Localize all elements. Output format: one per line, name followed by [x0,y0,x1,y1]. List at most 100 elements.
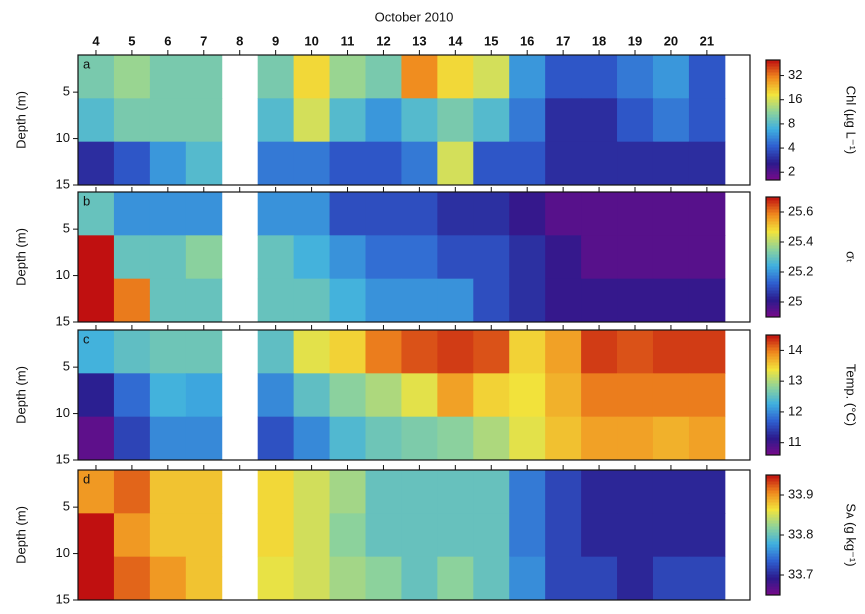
y-axis-label: Depth (m) [13,366,28,424]
heatmap-cell [509,141,546,185]
colorbar-step [766,493,780,497]
colorbar-label: σₜ [844,251,859,263]
colorbar-step [766,341,780,345]
y-tick-label: 5 [63,221,70,236]
colorbar-step [766,413,780,417]
colorbar-tick-label: 25.4 [788,233,813,248]
heatmap-cell [688,192,726,236]
y-tick-label: 5 [63,499,70,514]
heatmap-cell [652,470,690,514]
colorbar-step [766,242,780,246]
colorbar-step [766,197,780,201]
heatmap-cell [113,513,151,558]
colorbar-step [766,248,780,252]
heatmap-cell [545,470,582,514]
heatmap-cell [401,278,438,322]
heatmap-cell [293,98,331,143]
y-tick-label: 10 [56,130,70,145]
colorbar-step [766,395,780,399]
colorbar-step [766,571,780,575]
heatmap-cell [78,373,115,418]
heatmap-cell [617,192,654,236]
heatmap-cell [473,278,510,322]
colorbar-step [766,416,780,420]
colorbar-step [766,72,780,76]
colorbar-frame [765,196,781,318]
colorbar-step [766,365,780,369]
colorbar-step [766,386,780,390]
colorbar-step [766,227,780,231]
heatmap-cell [401,55,438,99]
colorbar-tick-label: 25 [788,293,802,308]
heatmap-cell [401,513,438,558]
colorbar-step [766,254,780,258]
heatmap-cell [617,513,654,558]
heatmap-cell [78,98,115,143]
colorbar-step [766,171,780,175]
colorbar-step [766,257,780,261]
heatmap-cell [545,55,582,99]
heatmap-cell [401,141,438,185]
colorbar-step [766,200,780,204]
colorbar-tick-label: 16 [788,91,802,106]
panel-frame [77,191,751,323]
heatmap-cell [437,55,474,99]
heatmap-cell [688,98,726,143]
colorbar-step [766,69,780,73]
y-axis-label: Depth (m) [13,506,28,564]
heatmap-cell [401,556,438,600]
heatmap-cell [473,416,510,460]
heatmap-cell [329,192,366,236]
colorbar-step [766,487,780,491]
colorbar-step [766,266,780,270]
x-tick-label: 20 [664,33,678,48]
heatmap-cell [293,373,331,418]
colorbar-step [766,532,780,536]
colorbar-step [766,96,780,100]
heatmap-cell [365,141,402,185]
heatmap-cell [437,470,474,514]
colorbar-step [766,87,780,91]
heatmap-cell [545,278,582,322]
heatmap-cell [365,192,402,236]
heatmap-cell [581,330,618,374]
heatmap-cell [401,235,438,280]
colorbar-tick-label: 32 [788,67,802,82]
heatmap-cell [113,330,151,374]
heatmap-cell [688,330,726,374]
colorbar-step [766,132,780,136]
colorbar-step [766,344,780,348]
heatmap-cell [473,55,510,99]
colorbar-step [766,311,780,315]
heatmap-cell [509,416,546,460]
x-tick-label: 4 [92,33,100,48]
heatmap-cell [581,55,618,99]
heatmap-cell [617,373,654,418]
heatmap-cell [257,278,295,322]
heatmap-cell [581,470,618,514]
panel [78,55,726,185]
colorbar-step [766,296,780,300]
colorbar-step [766,263,780,267]
heatmap-cell [437,235,474,280]
colorbar-step [766,589,780,593]
colorbar-step [766,212,780,216]
heatmap-cell [113,416,151,460]
heatmap-cell [329,141,366,185]
colorbar-tick-label: 25.2 [788,263,813,278]
colorbar-step [766,162,780,166]
heatmap-cell [185,373,223,418]
colorbar-step [766,120,780,124]
heatmap-cell [688,513,726,558]
heatmap-cell [149,278,187,322]
colorbar-step [766,75,780,79]
y-tick-label: 10 [56,545,70,560]
colorbar-step [766,209,780,213]
heatmap-cell [78,278,115,322]
colorbar-step [766,592,780,596]
colorbar-step [766,335,780,339]
heatmap-cell [257,470,295,514]
colorbar-step [766,574,780,578]
colorbar-step [766,284,780,288]
colorbar-step [766,523,780,527]
